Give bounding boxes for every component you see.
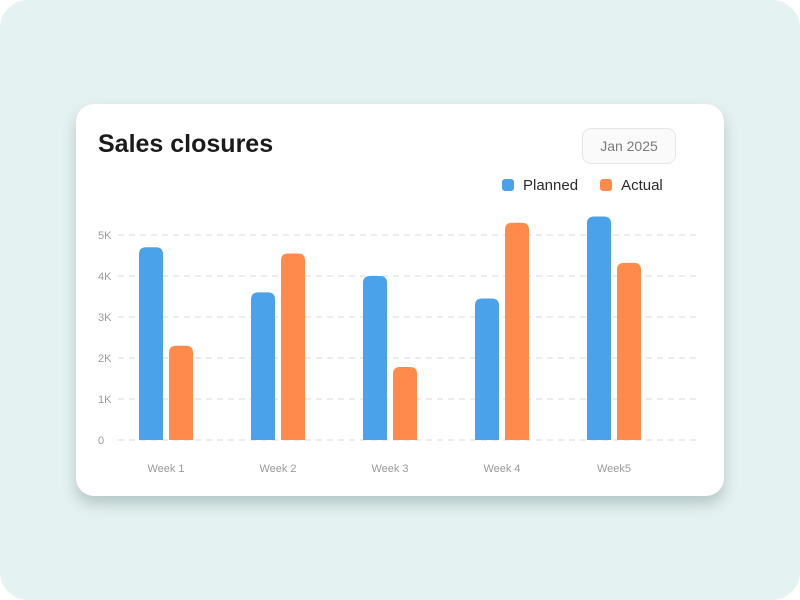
y-tick-label: 2K: [98, 353, 112, 365]
bar-actual: [393, 367, 417, 440]
legend-swatch-actual: [600, 179, 613, 191]
chart-card: Sales closures Jan 2025 Planned Actual 0…: [76, 104, 724, 496]
bar-actual: [617, 262, 641, 440]
x-tick-label: Week 4: [483, 463, 520, 475]
bar-actual: [281, 253, 305, 440]
x-tick-label: Week 2: [259, 463, 296, 475]
x-tick-label: Week5: [597, 463, 631, 475]
x-tick-label: Week 3: [371, 463, 408, 475]
chart-title: Sales closures: [98, 130, 274, 158]
bar-planned: [475, 298, 499, 440]
bar-planned: [587, 216, 611, 440]
y-tick-label: 1K: [98, 394, 112, 406]
legend-item-planned: Planned: [502, 177, 578, 194]
legend-item-actual: Actual: [600, 177, 663, 194]
bar-planned: [363, 276, 387, 440]
y-tick-label: 5K: [98, 230, 112, 242]
x-tick-label: Week 1: [147, 463, 184, 475]
bar-planned: [251, 292, 275, 440]
bar-planned: [139, 247, 163, 440]
chart-legend: Planned Actual: [502, 176, 685, 194]
legend-label-planned: Planned: [523, 176, 579, 194]
legend-swatch-planned: [502, 179, 514, 191]
y-tick-label: 0: [98, 435, 104, 447]
legend-label-actual: Actual: [621, 176, 663, 194]
period-selector[interactable]: Jan 2025: [582, 128, 676, 164]
bar-chart: 0 1K 2K 3K 4K 5K Week 1 Week 2 Week 3 Week 4 Week5: [98, 216, 698, 475]
bar-actual: [505, 222, 529, 440]
bar-actual: [169, 345, 193, 440]
y-tick-label: 4K: [98, 271, 112, 283]
y-tick-label: 3K: [98, 312, 112, 324]
